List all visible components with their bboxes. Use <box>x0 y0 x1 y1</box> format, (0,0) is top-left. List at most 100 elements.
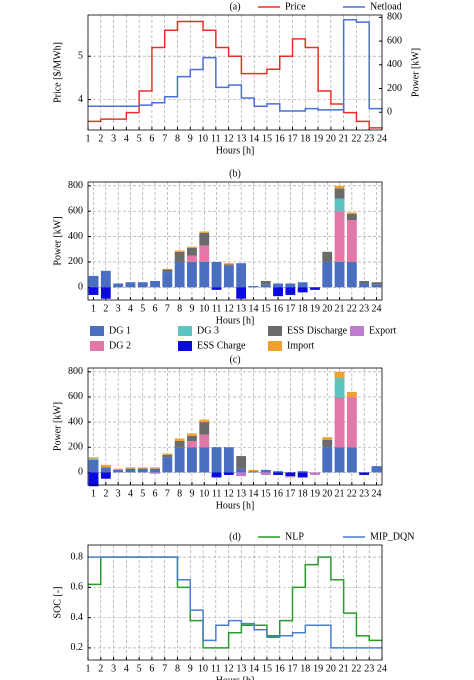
y-tick-label: 600 <box>68 391 83 402</box>
bar-segment <box>162 269 173 273</box>
series-line <box>88 20 382 129</box>
x-tick-label: 10 <box>198 133 208 144</box>
x-tick-label: 4 <box>124 663 129 674</box>
bar-segment <box>346 396 357 448</box>
bar-segment <box>199 245 210 262</box>
y-tick-label: 800 <box>68 180 83 191</box>
bar-segment <box>150 467 160 469</box>
legend-label: ESS Charge <box>197 340 246 351</box>
bar-segment <box>150 280 160 288</box>
bar-segment <box>174 438 185 441</box>
y-tick-label: 0.2 <box>71 642 84 653</box>
x-tick-label: 10 <box>198 663 208 674</box>
plot-area <box>88 182 382 300</box>
x-tick-label: 11 <box>212 303 222 314</box>
x-tick-label: 21 <box>339 133 349 144</box>
y2-tick-label: 200 <box>387 83 402 94</box>
legend-label: ESS Discharge <box>287 325 348 336</box>
y-axis-label: Power [kW] <box>52 216 63 265</box>
x-tick-label: 24 <box>377 133 387 144</box>
x-tick-label: 8 <box>175 133 180 144</box>
x-tick-label: 21 <box>335 488 345 499</box>
legend-swatch <box>178 326 192 336</box>
bar-segment <box>113 468 124 470</box>
plot-frame <box>87 544 383 661</box>
x-tick-label: 1 <box>86 133 91 144</box>
bar-segment <box>199 231 210 233</box>
bar-segment <box>174 440 185 448</box>
bar-segment <box>248 471 259 473</box>
series-line <box>88 556 382 649</box>
legend-label: Export <box>369 325 396 336</box>
legend-label: Netload <box>370 1 402 12</box>
x-tick-label: 14 <box>249 133 259 144</box>
legend-label: NLP <box>285 531 304 542</box>
bar-segment <box>273 287 283 297</box>
bar-segment <box>88 275 99 288</box>
bar-segment <box>260 472 271 475</box>
x-tick-label: 12 <box>224 488 234 499</box>
x-tick-label: 18 <box>298 488 308 499</box>
bar-segment <box>199 419 210 423</box>
x-tick-label: 5 <box>137 133 142 144</box>
bar-segment <box>137 282 148 288</box>
bar-segment <box>174 250 185 252</box>
bar-segment <box>322 437 333 440</box>
bar-segment <box>346 212 357 214</box>
legend-swatch <box>178 341 192 351</box>
x-tick-label: 18 <box>300 133 310 144</box>
x-tick-label: 3 <box>116 488 121 499</box>
bar-segment <box>187 440 197 448</box>
y-tick-label: 0.4 <box>71 612 84 623</box>
bar-segment <box>100 467 111 473</box>
bar-segment <box>125 467 136 469</box>
bar-segment <box>273 472 283 475</box>
bar-segment <box>371 466 382 473</box>
x-tick-label: 14 <box>248 488 258 499</box>
x-tick-label: 11 <box>211 663 221 674</box>
legend-label: MIP_DQN <box>370 531 414 542</box>
x-tick-label: 7 <box>165 303 170 314</box>
bar-segment <box>113 469 124 473</box>
x-tick-label: 8 <box>177 488 182 499</box>
bar-segment <box>359 280 370 284</box>
y-tick-label: 4 <box>78 94 83 105</box>
bar-segment <box>137 467 148 469</box>
bar-segment <box>236 468 247 473</box>
bar-segment <box>273 471 283 473</box>
y-tick-label: 200 <box>68 442 83 453</box>
bar-segment <box>88 457 99 459</box>
x-tick-label: 22 <box>347 488 357 499</box>
x-tick-label: 3 <box>111 133 116 144</box>
bar-segment <box>297 472 308 478</box>
x-tick-label: 15 <box>262 133 272 144</box>
bar-segment <box>260 284 271 288</box>
bar-segment <box>211 472 222 478</box>
bar-segment <box>199 422 210 435</box>
plot-area <box>88 545 382 660</box>
bar-segment <box>334 261 345 288</box>
bar-segment <box>187 433 197 436</box>
bar-segment <box>211 447 222 473</box>
bar-segment <box>322 251 333 262</box>
bar-segment <box>100 464 111 468</box>
x-tick-label: 7 <box>165 488 170 499</box>
plot-frame <box>87 14 383 131</box>
x-tick-label: 6 <box>153 303 158 314</box>
x-tick-label: 1 <box>91 488 96 499</box>
bar-segment <box>125 468 136 473</box>
plot-frame <box>87 367 383 486</box>
x-tick-label: 24 <box>371 488 381 499</box>
bar-segment <box>100 287 111 299</box>
x-tick-label: 21 <box>335 303 345 314</box>
bar-segment <box>199 447 210 473</box>
bar-segment <box>223 447 234 473</box>
x-tick-label: 12 <box>224 133 234 144</box>
bar-segment <box>236 456 247 469</box>
bar-segment <box>223 265 234 288</box>
x-tick-label: 17 <box>288 663 298 674</box>
bar-segment <box>346 261 357 288</box>
x-tick-label: 1 <box>86 663 91 674</box>
x-tick-label: 13 <box>236 663 246 674</box>
x-tick-label: 10 <box>199 488 209 499</box>
